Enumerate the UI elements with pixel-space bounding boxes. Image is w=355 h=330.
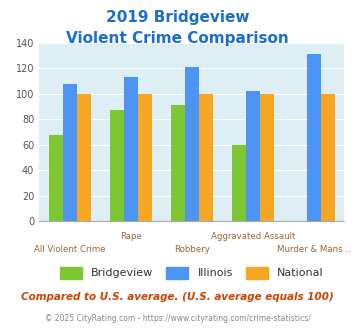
Text: Compared to U.S. average. (U.S. average equals 100): Compared to U.S. average. (U.S. average … bbox=[21, 292, 334, 302]
Bar bbox=[199, 94, 213, 221]
Bar bbox=[124, 77, 138, 221]
Bar bbox=[110, 110, 124, 221]
Bar bbox=[171, 105, 185, 221]
Text: Aggravated Assault: Aggravated Assault bbox=[211, 232, 295, 241]
Text: Rape: Rape bbox=[120, 232, 142, 241]
Text: © 2025 CityRating.com - https://www.cityrating.com/crime-statistics/: © 2025 CityRating.com - https://www.city… bbox=[45, 314, 310, 323]
Bar bbox=[246, 91, 260, 221]
Bar bbox=[260, 94, 274, 221]
Text: Violent Crime Comparison: Violent Crime Comparison bbox=[66, 31, 289, 46]
Text: All Violent Crime: All Violent Crime bbox=[34, 245, 105, 254]
Text: 2019 Bridgeview: 2019 Bridgeview bbox=[106, 10, 249, 25]
Bar bbox=[232, 145, 246, 221]
Bar bbox=[138, 94, 152, 221]
Text: Robbery: Robbery bbox=[174, 245, 210, 254]
Legend: Bridgeview, Illinois, National: Bridgeview, Illinois, National bbox=[55, 262, 328, 283]
Bar bbox=[307, 54, 321, 221]
Bar bbox=[62, 83, 77, 221]
Bar bbox=[321, 94, 335, 221]
Text: Murder & Mans...: Murder & Mans... bbox=[277, 245, 351, 254]
Bar bbox=[77, 94, 91, 221]
Bar bbox=[49, 135, 62, 221]
Bar bbox=[185, 67, 199, 221]
